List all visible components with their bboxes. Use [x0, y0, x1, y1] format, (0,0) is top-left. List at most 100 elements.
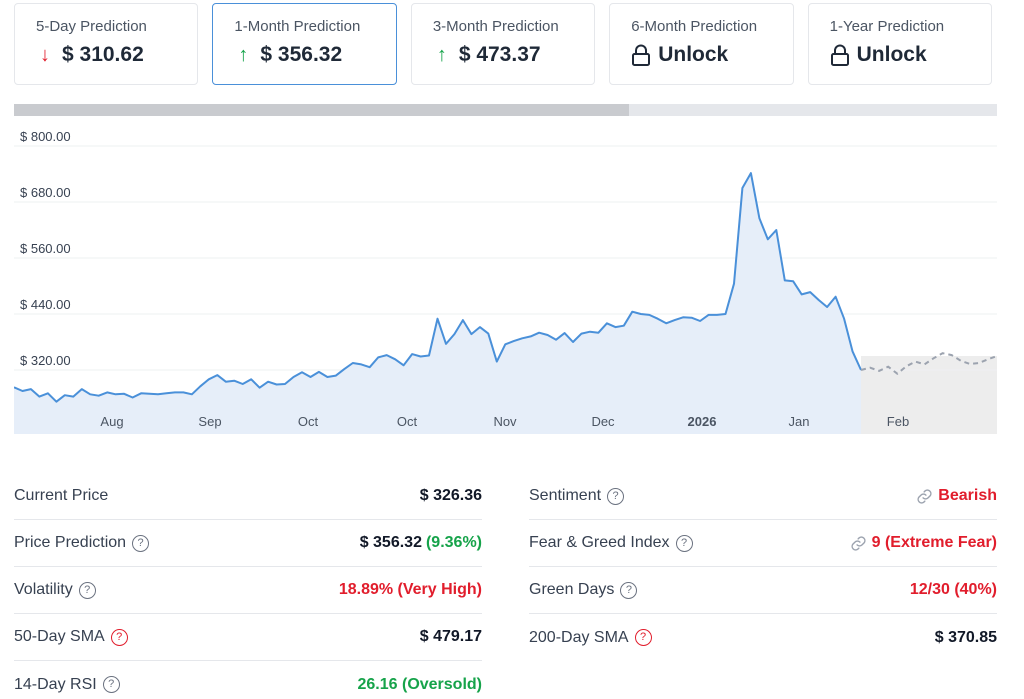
- x-tick-label: Oct: [298, 414, 319, 429]
- stat-value-text: $ 356.32: [359, 534, 422, 551]
- stat-label-text: 14-Day RSI: [14, 675, 97, 693]
- x-tick-label: Nov: [493, 414, 517, 429]
- y-tick-label: $ 560.00: [20, 241, 71, 256]
- stat-label: 200-Day SMA?: [529, 629, 652, 647]
- stat-value: 26.16 (Oversold): [358, 676, 483, 694]
- card-6-month-prediction[interactable]: 6-Month Prediction Unlock: [609, 3, 794, 85]
- stat-label: Price Prediction?: [14, 534, 150, 552]
- card-value-text: $ 356.32: [260, 43, 343, 66]
- x-tick-label: Oct: [397, 414, 418, 429]
- x-tick-label: Aug: [100, 414, 123, 429]
- card-value-text: $ 473.37: [458, 43, 541, 66]
- x-tick-label: 2026: [688, 414, 717, 429]
- arrow-down-icon: ↓: [40, 43, 50, 66]
- stat-value: 18.89% (Very High): [339, 581, 482, 599]
- card-title: 1-Month Prediction: [234, 18, 361, 35]
- y-tick-label: $ 800.00: [20, 129, 71, 144]
- stat-row: 200-Day SMA? $ 370.85: [529, 614, 997, 661]
- help-icon[interactable]: ?: [607, 487, 625, 505]
- stat-row: Green Days? 12/30 (40%): [529, 567, 997, 614]
- stat-value-text: $ 479.17: [419, 628, 482, 645]
- stat-value-extra: (9.36%): [425, 534, 482, 551]
- scrollbar-thumb[interactable]: [14, 104, 629, 116]
- stats-left-column: Current Price $ 326.36 Price Prediction? $ …: [14, 473, 482, 699]
- y-tick-label: $ 680.00: [20, 185, 71, 200]
- stat-row: Fear & Greed Index? 9 (Extreme Fear): [529, 520, 997, 567]
- card-title: 3-Month Prediction: [432, 18, 559, 35]
- card-title: 6-Month Prediction: [631, 18, 758, 35]
- price-area: [14, 173, 861, 434]
- stat-row: 50-Day SMA? $ 479.17: [14, 614, 482, 661]
- arrow-up-icon: ↑: [436, 43, 447, 66]
- stat-label: Sentiment?: [529, 487, 625, 505]
- stat-value-text: 26.16 (Oversold): [357, 675, 483, 693]
- stat-label-text: Current Price: [14, 487, 109, 504]
- stat-label: Fear & Greed Index?: [529, 534, 693, 552]
- price-chart: $ 800.00 $ 680.00 $ 560.00 $ 440.00 $ 320.00…: [14, 126, 997, 434]
- help-icon[interactable]: ?: [675, 534, 693, 552]
- y-tick-label: $ 440.00: [20, 297, 71, 312]
- stat-value-text: 9 (Extreme Fear): [871, 534, 997, 551]
- card-value: ↑ $ 473.37: [433, 41, 594, 69]
- help-icon[interactable]: ?: [132, 534, 150, 552]
- price-line: [14, 172, 862, 403]
- stat-row: Current Price $ 326.36: [14, 473, 482, 520]
- stat-value: $ 479.17: [420, 628, 482, 646]
- help-icon[interactable]: ?: [634, 629, 652, 646]
- unlock-label: Unlock: [658, 43, 729, 66]
- stats-right-column: Sentiment? Bearish Fear & Greed Index? 9 (E…: [529, 473, 997, 661]
- stat-label-text: 50-Day SMA: [14, 628, 105, 645]
- stat-label-text: Price Prediction: [14, 534, 127, 551]
- forecast-line: [860, 352, 997, 375]
- help-icon[interactable]: ?: [102, 676, 120, 693]
- stat-label: 14-Day RSI?: [14, 676, 120, 694]
- stat-label: Green Days?: [529, 581, 638, 599]
- stat-row: Volatility? 18.89% (Very High): [14, 567, 482, 614]
- lock-icon: [632, 44, 651, 66]
- stat-value: $ 370.85: [935, 629, 997, 647]
- lock-icon: [830, 44, 849, 66]
- help-icon[interactable]: ?: [78, 581, 96, 599]
- stat-label: Volatility?: [14, 581, 96, 599]
- price-chart-svg: $ 800.00 $ 680.00 $ 560.00 $ 440.00 $ 320.00…: [14, 129, 997, 434]
- stat-value: $ 326.36: [420, 487, 482, 505]
- link-icon: [851, 535, 866, 551]
- stat-row: Price Prediction? $ 356.32 (9.36%): [14, 520, 482, 567]
- stat-row: Sentiment? Bearish: [529, 473, 997, 520]
- x-tick-label: Sep: [198, 414, 221, 429]
- stat-label-text: 200-Day SMA: [529, 628, 629, 646]
- stat-label-text: Fear & Greed Index: [529, 534, 670, 551]
- card-title: 1-Year Prediction: [829, 18, 945, 35]
- card-value: ↑ $ 356.32: [234, 41, 395, 69]
- help-icon[interactable]: ?: [110, 628, 128, 646]
- stat-value: $ 356.32 (9.36%): [360, 534, 482, 552]
- stat-value: 12/30 (40%): [910, 581, 997, 599]
- card-value-text: $ 310.62: [62, 43, 144, 66]
- card-1-year-prediction[interactable]: 1-Year Prediction Unlock: [807, 3, 993, 85]
- card-title: 5-Day Prediction: [36, 18, 147, 35]
- arrow-up-icon: ↑: [238, 43, 249, 66]
- stat-label: 50-Day SMA?: [14, 628, 128, 646]
- card-1-month-prediction[interactable]: 1-Month Prediction ↑ $ 356.32: [212, 3, 397, 85]
- stat-value[interactable]: Bearish: [916, 487, 997, 505]
- stat-value-text: $ 326.36: [419, 487, 482, 504]
- help-icon[interactable]: ?: [620, 581, 638, 599]
- x-tick-label: Jan: [789, 414, 810, 429]
- stat-label: Current Price: [14, 487, 108, 505]
- stat-value-text: Bearish: [938, 487, 997, 504]
- x-tick-label: Feb: [887, 414, 909, 429]
- card-value: Unlock: [631, 41, 792, 69]
- stat-value[interactable]: 9 (Extreme Fear): [850, 534, 997, 552]
- stat-value-text: 18.89% (Very High): [338, 581, 482, 598]
- stat-value-text: $ 370.85: [934, 628, 997, 646]
- y-tick-label: $ 320.00: [20, 353, 71, 368]
- chart-scrollbar[interactable]: [14, 104, 997, 116]
- stat-row: 14-Day RSI? 26.16 (Oversold): [14, 661, 482, 699]
- card-3-month-prediction[interactable]: 3-Month Prediction ↑ $ 473.37: [410, 3, 596, 85]
- unlock-label: Unlock: [856, 43, 927, 66]
- stat-value-text: 12/30 (40%): [909, 581, 997, 598]
- stat-label-text: Volatility: [14, 581, 73, 598]
- x-tick-label: Dec: [591, 414, 615, 429]
- card-5-day-prediction[interactable]: 5-Day Prediction ↓ $ 310.62: [14, 3, 199, 85]
- card-value: Unlock: [830, 41, 991, 69]
